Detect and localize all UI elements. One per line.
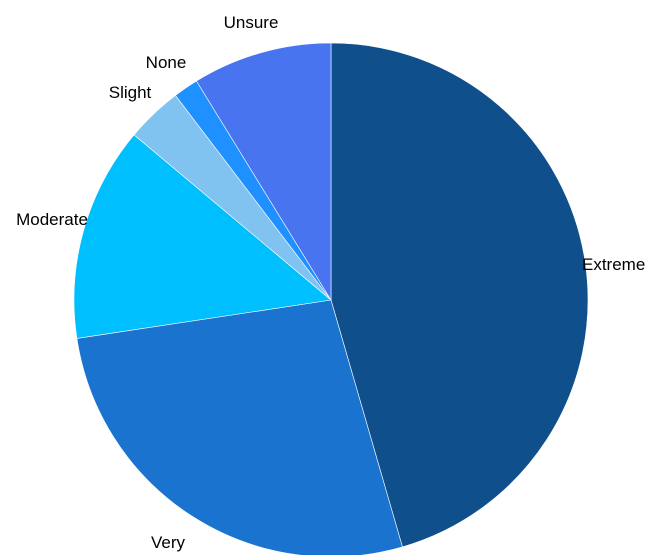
slice-label-none: None [146,53,187,72]
slice-label-slight: Slight [109,83,152,102]
pie-slice-unsure [196,42,332,302]
slice-label-unsure: Unsure [224,13,279,32]
pie-slices [73,42,589,555]
slice-label-extreme: Extreme [582,255,645,274]
pie-slice-extreme [330,42,589,548]
slice-label-very: Very [151,533,186,552]
pie-labels: Extreme Very Moderate Slight None Unsure [16,13,645,552]
slice-label-moderate: Moderate [16,210,88,229]
pie-slice-very [76,299,403,555]
pie-slice-moderate [73,134,332,339]
